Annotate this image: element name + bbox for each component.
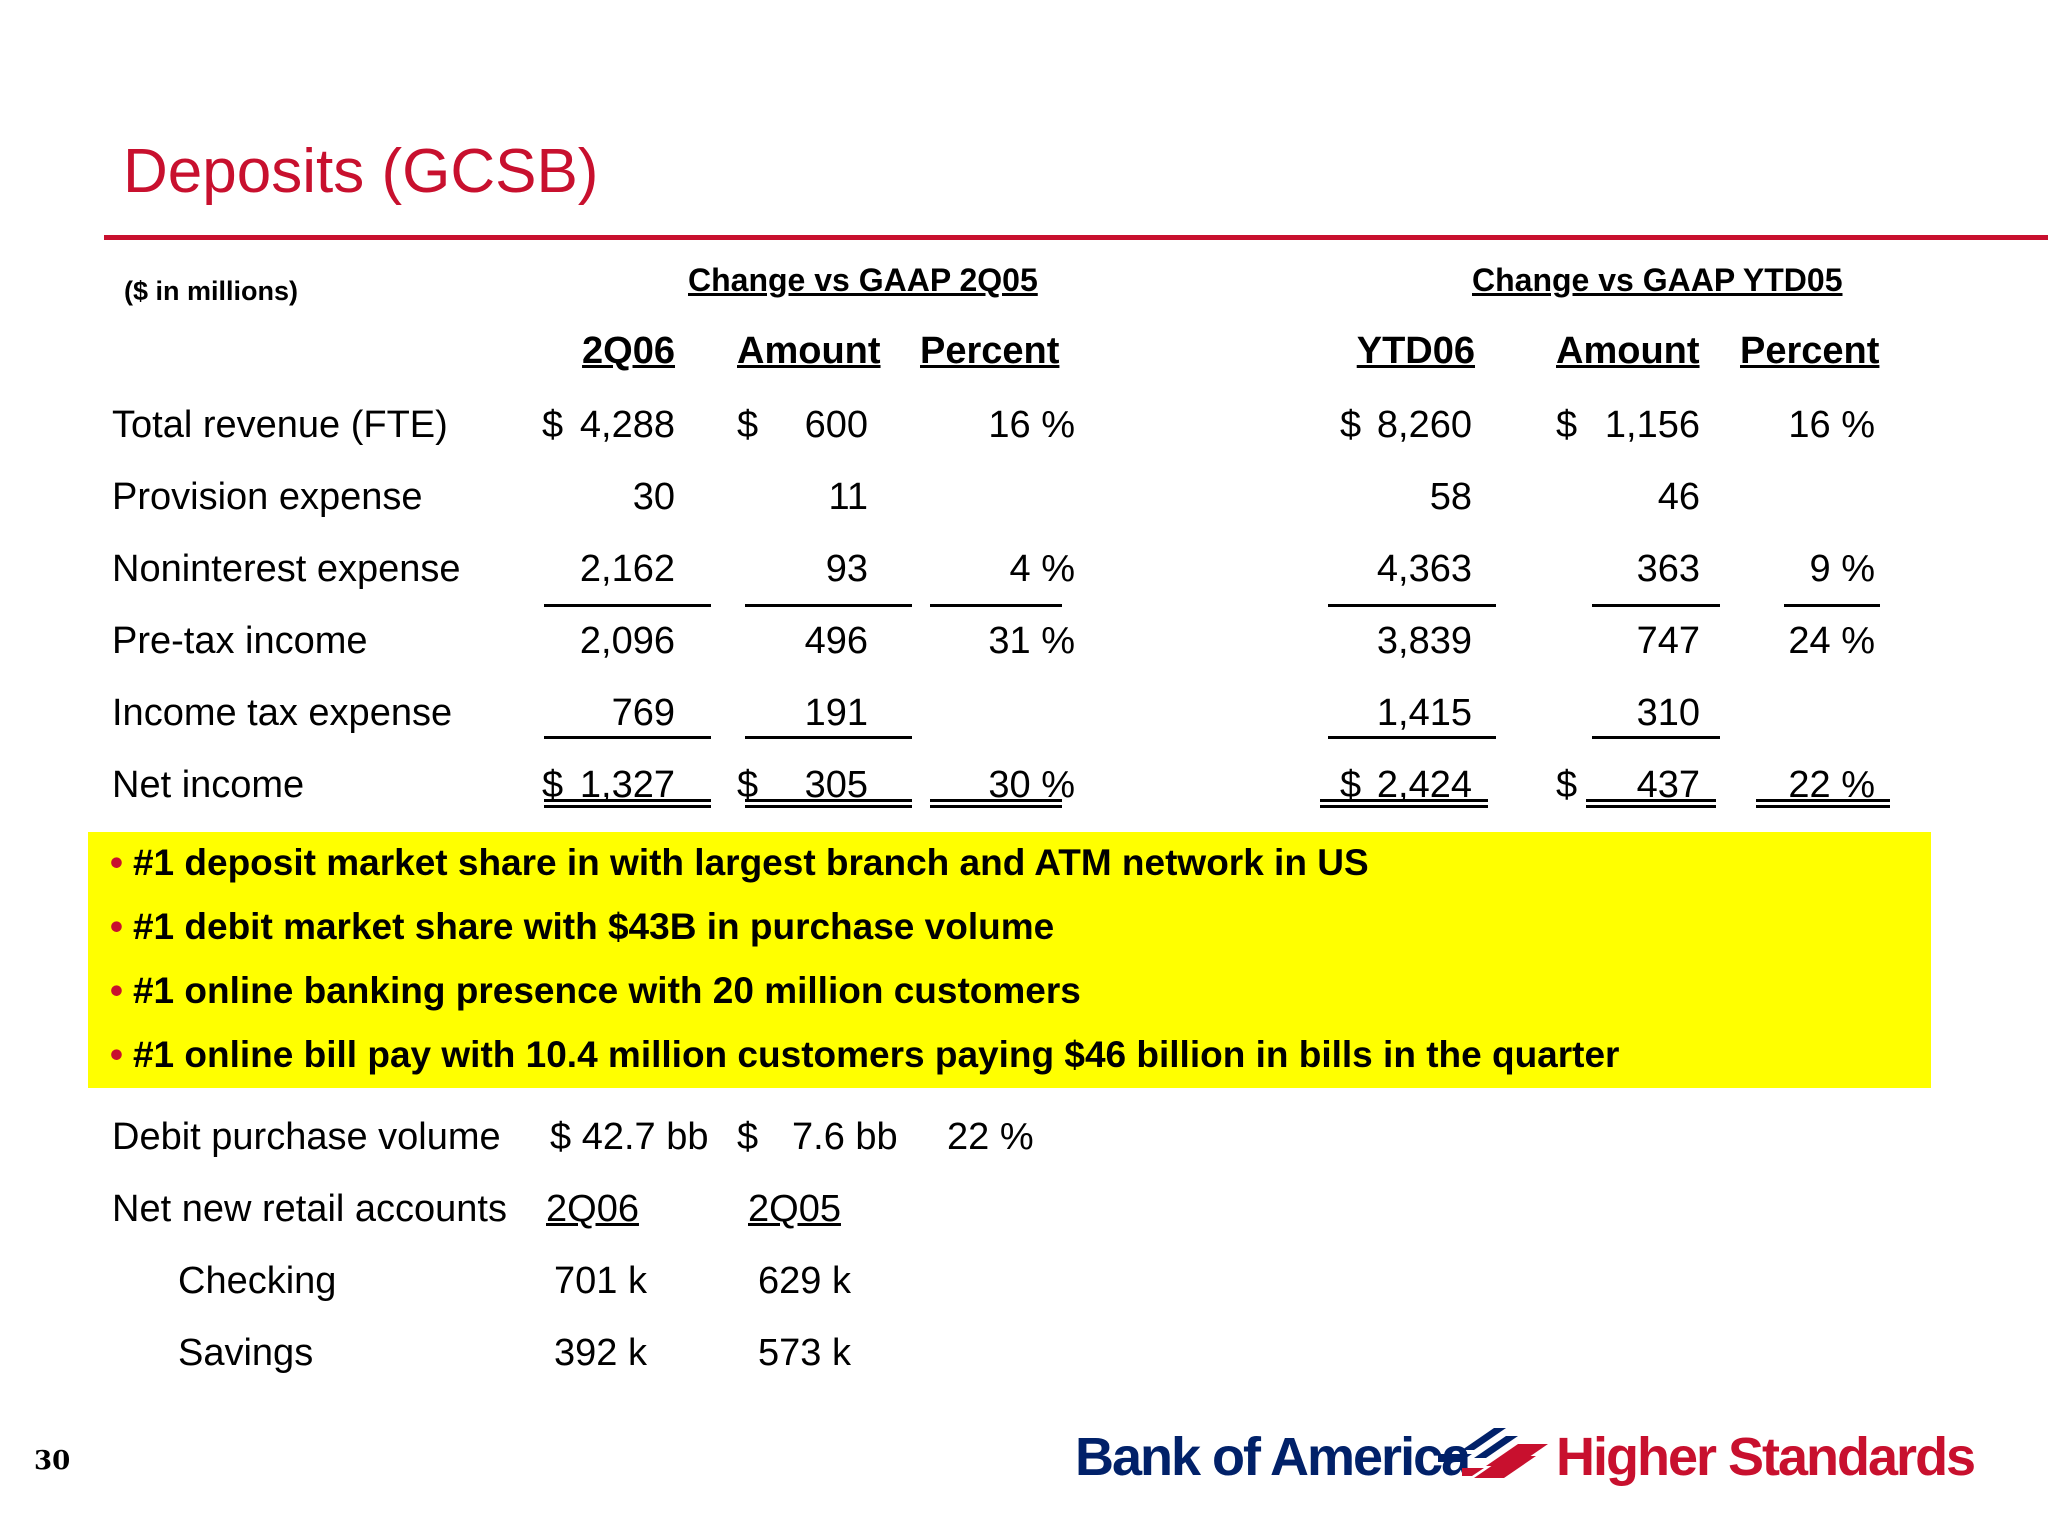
debit-percent: 22 % [947,1116,1034,1158]
table-row-label: Pre-tax income [112,620,368,662]
page-title: Deposits (GCSB) [123,137,599,206]
table-cell-qa-dollar: $ [737,404,759,446]
table-cell-qa: 191 [804,692,868,734]
accounts-item-2q05: 573 k [758,1332,851,1374]
col-header-percent-y: Percent [1740,330,1880,372]
units-note: ($ in millions) [124,276,299,306]
table-cell-q: 2,162 [579,548,675,590]
table-cell-ya-dollar: $ [1556,764,1578,806]
total-double-line [745,799,912,808]
bullet-icon: • [110,1034,123,1075]
table-cell-ya-dollar: $ [1556,404,1578,446]
table-cell-ya: 747 [1636,620,1700,662]
table-cell-q-dollar: $ [542,404,564,446]
highlight-item: • #1 deposit market share in with largest… [110,842,1369,883]
subtotal-line [544,604,711,607]
table-cell-q: 2,096 [579,620,675,662]
table-cell-qa: 11 [828,476,868,518]
table-cell-ya: 1,156 [1604,404,1700,446]
table-cell-qa-dollar: $ [737,764,759,806]
accounts-col-2q06: 2Q06 [546,1188,639,1230]
table-cell-y: 4,363 [1376,548,1472,590]
table-row-label: Total revenue (FTE) [112,404,448,446]
table-cell-yp: 16 % [1788,404,1875,446]
subtotal-line [1328,736,1496,739]
debit-amount-dollar: $ [737,1116,759,1158]
table-cell-qp: 16 % [988,404,1075,446]
subtotal-line [930,604,1062,607]
total-double-line [930,799,1062,808]
table-cell-qp: 31 % [988,620,1075,662]
table-cell-qa: 600 [804,404,868,446]
group-header-2q05: Change vs GAAP 2Q05 [688,262,1038,298]
tagline-logo-text: Higher Standards [1556,1427,1976,1487]
accounts-item-2q06: 701 k [554,1260,647,1302]
page-number: 30 [34,1446,71,1476]
col-header-amount-q: Amount [737,330,881,372]
accounts-item-label: Savings [178,1332,314,1374]
debit-value: $ 42.7 bb [550,1116,709,1158]
table-cell-ya: 310 [1636,692,1700,734]
subtotal-line [745,736,912,739]
table-cell-q: 769 [611,692,675,734]
bullet-icon: • [110,842,123,883]
subtotal-line [745,604,912,607]
subtotal-line [544,736,711,739]
table-cell-q: 4,288 [579,404,675,446]
table-cell-ya: 363 [1636,548,1700,590]
highlight-box [88,832,1931,1088]
total-double-line [1756,799,1890,808]
bank-logo-text: Bank of America [1075,1427,1471,1487]
table-cell-y-dollar: $ [1340,404,1362,446]
table-cell-q-dollar: $ [542,764,564,806]
total-double-line [1320,799,1488,808]
title-divider [104,235,2048,240]
table-row-label: Provision expense [112,476,423,518]
table-cell-q: 30 [632,476,675,518]
highlight-item: • #1 online banking presence with 20 mill… [110,970,1081,1011]
total-double-line [544,799,711,808]
highlight-item: • #1 online bill pay with 10.4 million cu… [110,1034,1620,1075]
debit-label: Debit purchase volume [112,1116,501,1158]
col-header-ytd06: YTD06 [1356,330,1475,372]
table-cell-y: 58 [1429,476,1472,518]
table-row-label: Income tax expense [112,692,453,734]
table-cell-ya: 46 [1657,476,1700,518]
col-header-amount-y: Amount [1556,330,1700,372]
table-cell-y: 8,260 [1376,404,1472,446]
table-cell-y: 1,415 [1376,692,1472,734]
subtotal-line [1328,604,1496,607]
table-row-label: Noninterest expense [112,548,461,590]
table-cell-y: 3,839 [1376,620,1472,662]
table-cell-yp: 24 % [1788,620,1875,662]
subtotal-line [1592,604,1720,607]
col-header-percent-q: Percent [920,330,1060,372]
bullet-icon: • [110,970,123,1011]
accounts-label: Net new retail accounts [112,1188,507,1230]
highlight-item: • #1 debit market share with $43B in purc… [110,906,1055,947]
table-cell-qp: 4 % [1009,548,1075,590]
table-cell-yp: 9 % [1809,548,1875,590]
table-cell-qa: 93 [825,548,868,590]
accounts-item-2q05: 629 k [758,1260,851,1302]
bullet-icon: • [110,906,123,947]
table-cell-qa: 496 [804,620,868,662]
accounts-col-2q05: 2Q05 [748,1188,841,1230]
col-header-2q06: 2Q06 [582,330,675,372]
accounts-item-2q06: 392 k [554,1332,647,1374]
table-cell-y-dollar: $ [1340,764,1362,806]
accounts-item-label: Checking [178,1260,337,1302]
subtotal-line [1592,736,1720,739]
flagscape-logo-icon [1438,1428,1548,1478]
table-row-label: Net income [112,764,305,806]
total-double-line [1586,799,1716,808]
subtotal-line [1784,604,1880,607]
debit-amount: 7.6 bb [792,1116,898,1158]
group-header-ytd05: Change vs GAAP YTD05 [1472,262,1843,298]
